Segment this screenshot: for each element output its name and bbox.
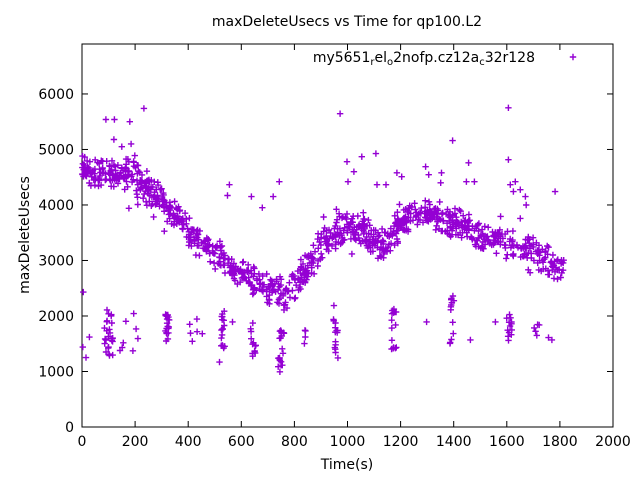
legend-series-label: my5651relo2nofp.cz12ac32r128 <box>313 50 535 68</box>
x-axis-label: Time(s) <box>320 457 373 473</box>
legend: my5651relo2nofp.cz12ac32r128 <box>313 50 577 68</box>
x-tick-label: 1200 <box>383 434 419 450</box>
scatter-plus-markers <box>79 104 567 375</box>
data-points <box>79 104 567 375</box>
y-tick-label: 1000 <box>38 364 74 380</box>
chart-title: maxDeleteUsecs vs Time for qp100.L2 <box>212 14 482 30</box>
y-tick-label: 0 <box>65 420 74 436</box>
x-tick-label: 200 <box>122 434 149 450</box>
legend-subscript: r <box>370 57 375 68</box>
plot-border <box>81 43 614 428</box>
legend-subscript: o <box>387 57 393 68</box>
x-tick-label: 1000 <box>330 434 366 450</box>
x-tick-label: 800 <box>281 434 308 450</box>
legend-text-segment: 2nofp.cz12a <box>393 50 479 66</box>
x-tick-label: 1800 <box>542 434 578 450</box>
x-tick-label: 400 <box>175 434 202 450</box>
y-tick-label: 3000 <box>38 253 74 269</box>
legend-plus-marker <box>569 53 577 61</box>
y-axis-label: maxDeleteUsecs <box>17 176 33 294</box>
y-tick-label: 6000 <box>38 87 74 103</box>
y-tick-label: 5000 <box>38 142 74 158</box>
legend-text-segment: el <box>375 50 388 66</box>
legend-text-segment: my5651 <box>313 50 371 66</box>
x-tick-label: 0 <box>78 434 87 450</box>
x-tick-label: 1400 <box>436 434 472 450</box>
y-tick-label: 4000 <box>38 198 74 214</box>
axis-ticks: 0 200 400 600 800 1000 1200 1400 1600 1800 2000 0 10… <box>38 44 631 450</box>
x-tick-label: 600 <box>228 434 255 450</box>
x-tick-label: 2000 <box>595 434 631 450</box>
x-tick-label: 1600 <box>489 434 525 450</box>
legend-subscript: c <box>479 57 485 68</box>
legend-text-segment: 32r128 <box>485 50 535 66</box>
y-tick-label: 2000 <box>38 309 74 325</box>
